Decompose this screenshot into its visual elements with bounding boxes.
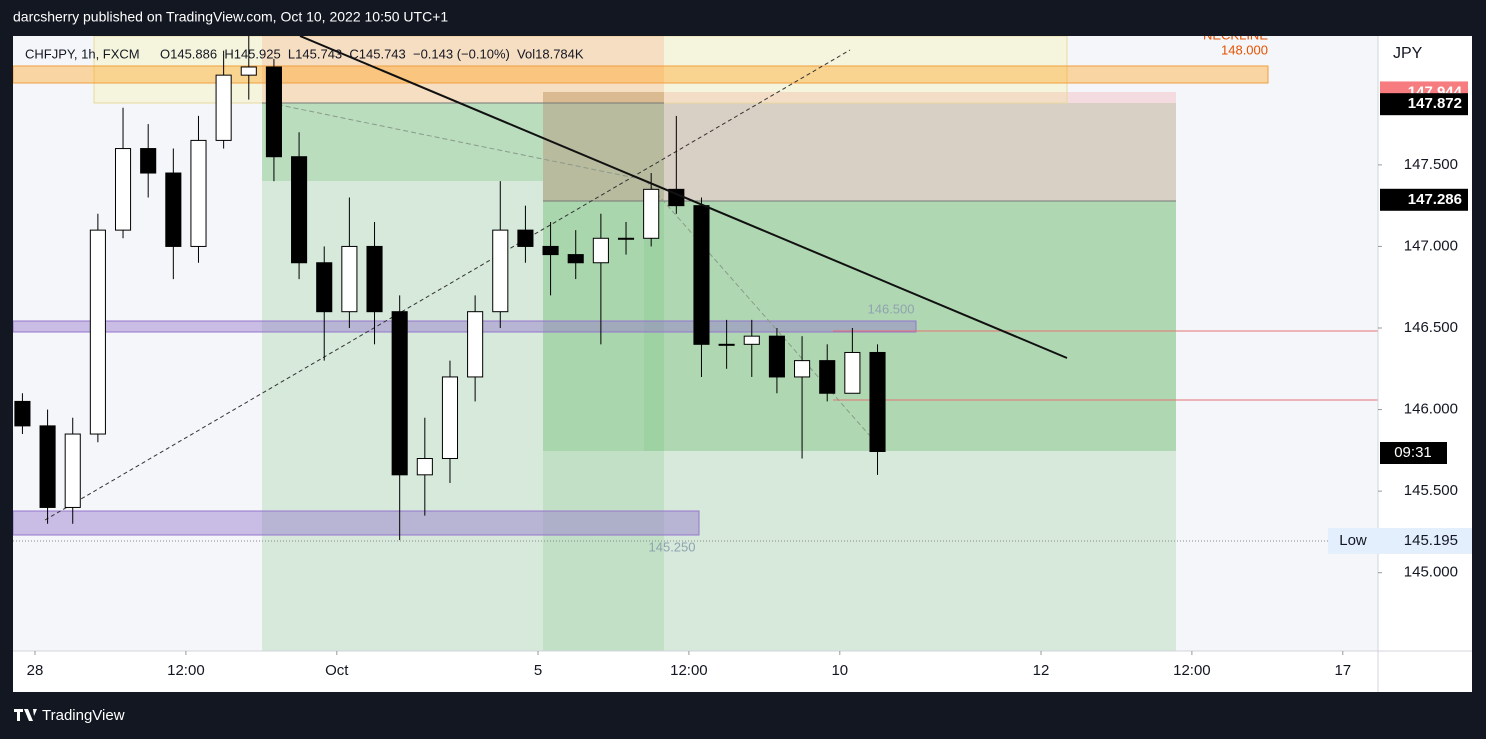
footer-brand: TradingView	[42, 707, 125, 724]
neckline-band	[13, 65, 1269, 84]
logo	[14, 709, 37, 721]
price-label-box	[1380, 93, 1468, 116]
y-tick-label: 145.500	[1404, 482, 1458, 499]
candle-body	[366, 245, 383, 313]
x-tick-label: 17	[1334, 662, 1351, 679]
overlay: 146.500 145.250 NECKLINE 148.000	[299, 27, 1268, 554]
annotation: 145.250	[649, 539, 696, 554]
countdown-box	[1380, 442, 1447, 464]
ohlc-legend: O145.886 H145.925 L145.743 C145.743 −0.1…	[160, 46, 584, 61]
price-label: 147.872	[1408, 95, 1462, 112]
candle-body	[768, 335, 785, 378]
candle-body	[391, 311, 408, 476]
candle-body	[441, 376, 459, 460]
y-tick-label: 146.000	[1404, 401, 1458, 418]
support-band	[13, 320, 917, 333]
candles	[14, 36, 886, 541]
low-box	[1328, 527, 1472, 554]
x-tick-label: Oct	[325, 662, 349, 679]
y-tick-label: 146.500	[1404, 319, 1458, 336]
zone	[262, 103, 543, 181]
candle-body	[39, 425, 56, 508]
low-value: 145.195	[1404, 532, 1458, 549]
symbol: CHFJPY, 1h, FXCM	[25, 46, 140, 61]
support-band	[13, 510, 700, 536]
drawings	[13, 36, 1378, 651]
annotation: 148.000	[1221, 42, 1268, 57]
candle-body	[14, 400, 31, 427]
candle-body	[844, 351, 861, 394]
candle-body	[743, 335, 760, 345]
x-tick-label: 5	[534, 662, 542, 679]
x-tick-label: 12:00	[670, 662, 708, 679]
candle-body	[265, 66, 282, 158]
candle-body	[517, 229, 534, 247]
zone	[543, 201, 1176, 451]
candle-body	[140, 148, 157, 174]
x-tick-label: 10	[831, 662, 848, 679]
annotation: 146.500	[868, 301, 915, 316]
candle-body	[869, 351, 886, 452]
candle-body	[492, 229, 509, 313]
path-line	[269, 102, 879, 446]
low-text: Low	[1339, 532, 1367, 549]
candle-body	[64, 433, 81, 508]
candle-body	[190, 139, 207, 247]
header: darcsherry published on TradingView.com,…	[13, 9, 448, 25]
y-tick-label: 145.000	[1404, 564, 1458, 581]
candle-body	[794, 360, 811, 378]
candle-body	[567, 254, 584, 264]
trend-line	[44, 49, 851, 521]
candle-body	[416, 458, 433, 476]
candle-body	[617, 237, 635, 240]
countdown: 09:31	[1394, 444, 1432, 461]
candle-body	[718, 343, 735, 346]
x-tick-label: 12:00	[167, 662, 205, 679]
candle-body	[819, 360, 836, 394]
currency: JPY	[1393, 45, 1423, 62]
candle-body	[592, 237, 609, 264]
axes: 145.000 145.500 146.000 146.500 147.000 147.5…	[27, 81, 1472, 679]
price-label-box	[1380, 188, 1468, 211]
y-tick-label: 147.500	[1404, 156, 1458, 173]
trend-line	[299, 36, 1068, 359]
candle-body	[542, 245, 559, 256]
zone	[262, 103, 1176, 651]
x-tick-label: 12	[1033, 662, 1050, 679]
x-tick-label: 12:00	[1173, 662, 1211, 679]
candle-body	[89, 229, 106, 435]
candle-body	[316, 262, 333, 313]
x-tick-label: 28	[27, 662, 44, 679]
candle-body	[341, 245, 358, 313]
candle-body	[165, 172, 182, 247]
zone	[543, 92, 664, 651]
candle-body	[643, 188, 660, 239]
candle-body	[467, 311, 484, 378]
y-tick-label: 147.000	[1404, 237, 1458, 254]
price-label: 147.286	[1408, 191, 1462, 208]
candle-body	[693, 205, 710, 345]
candle-body	[215, 74, 232, 141]
candle-body	[240, 66, 257, 76]
annotation-title: NECKLINE	[1203, 27, 1268, 42]
zone	[644, 201, 1176, 451]
candle-body	[291, 156, 308, 264]
candle-body	[114, 148, 132, 231]
